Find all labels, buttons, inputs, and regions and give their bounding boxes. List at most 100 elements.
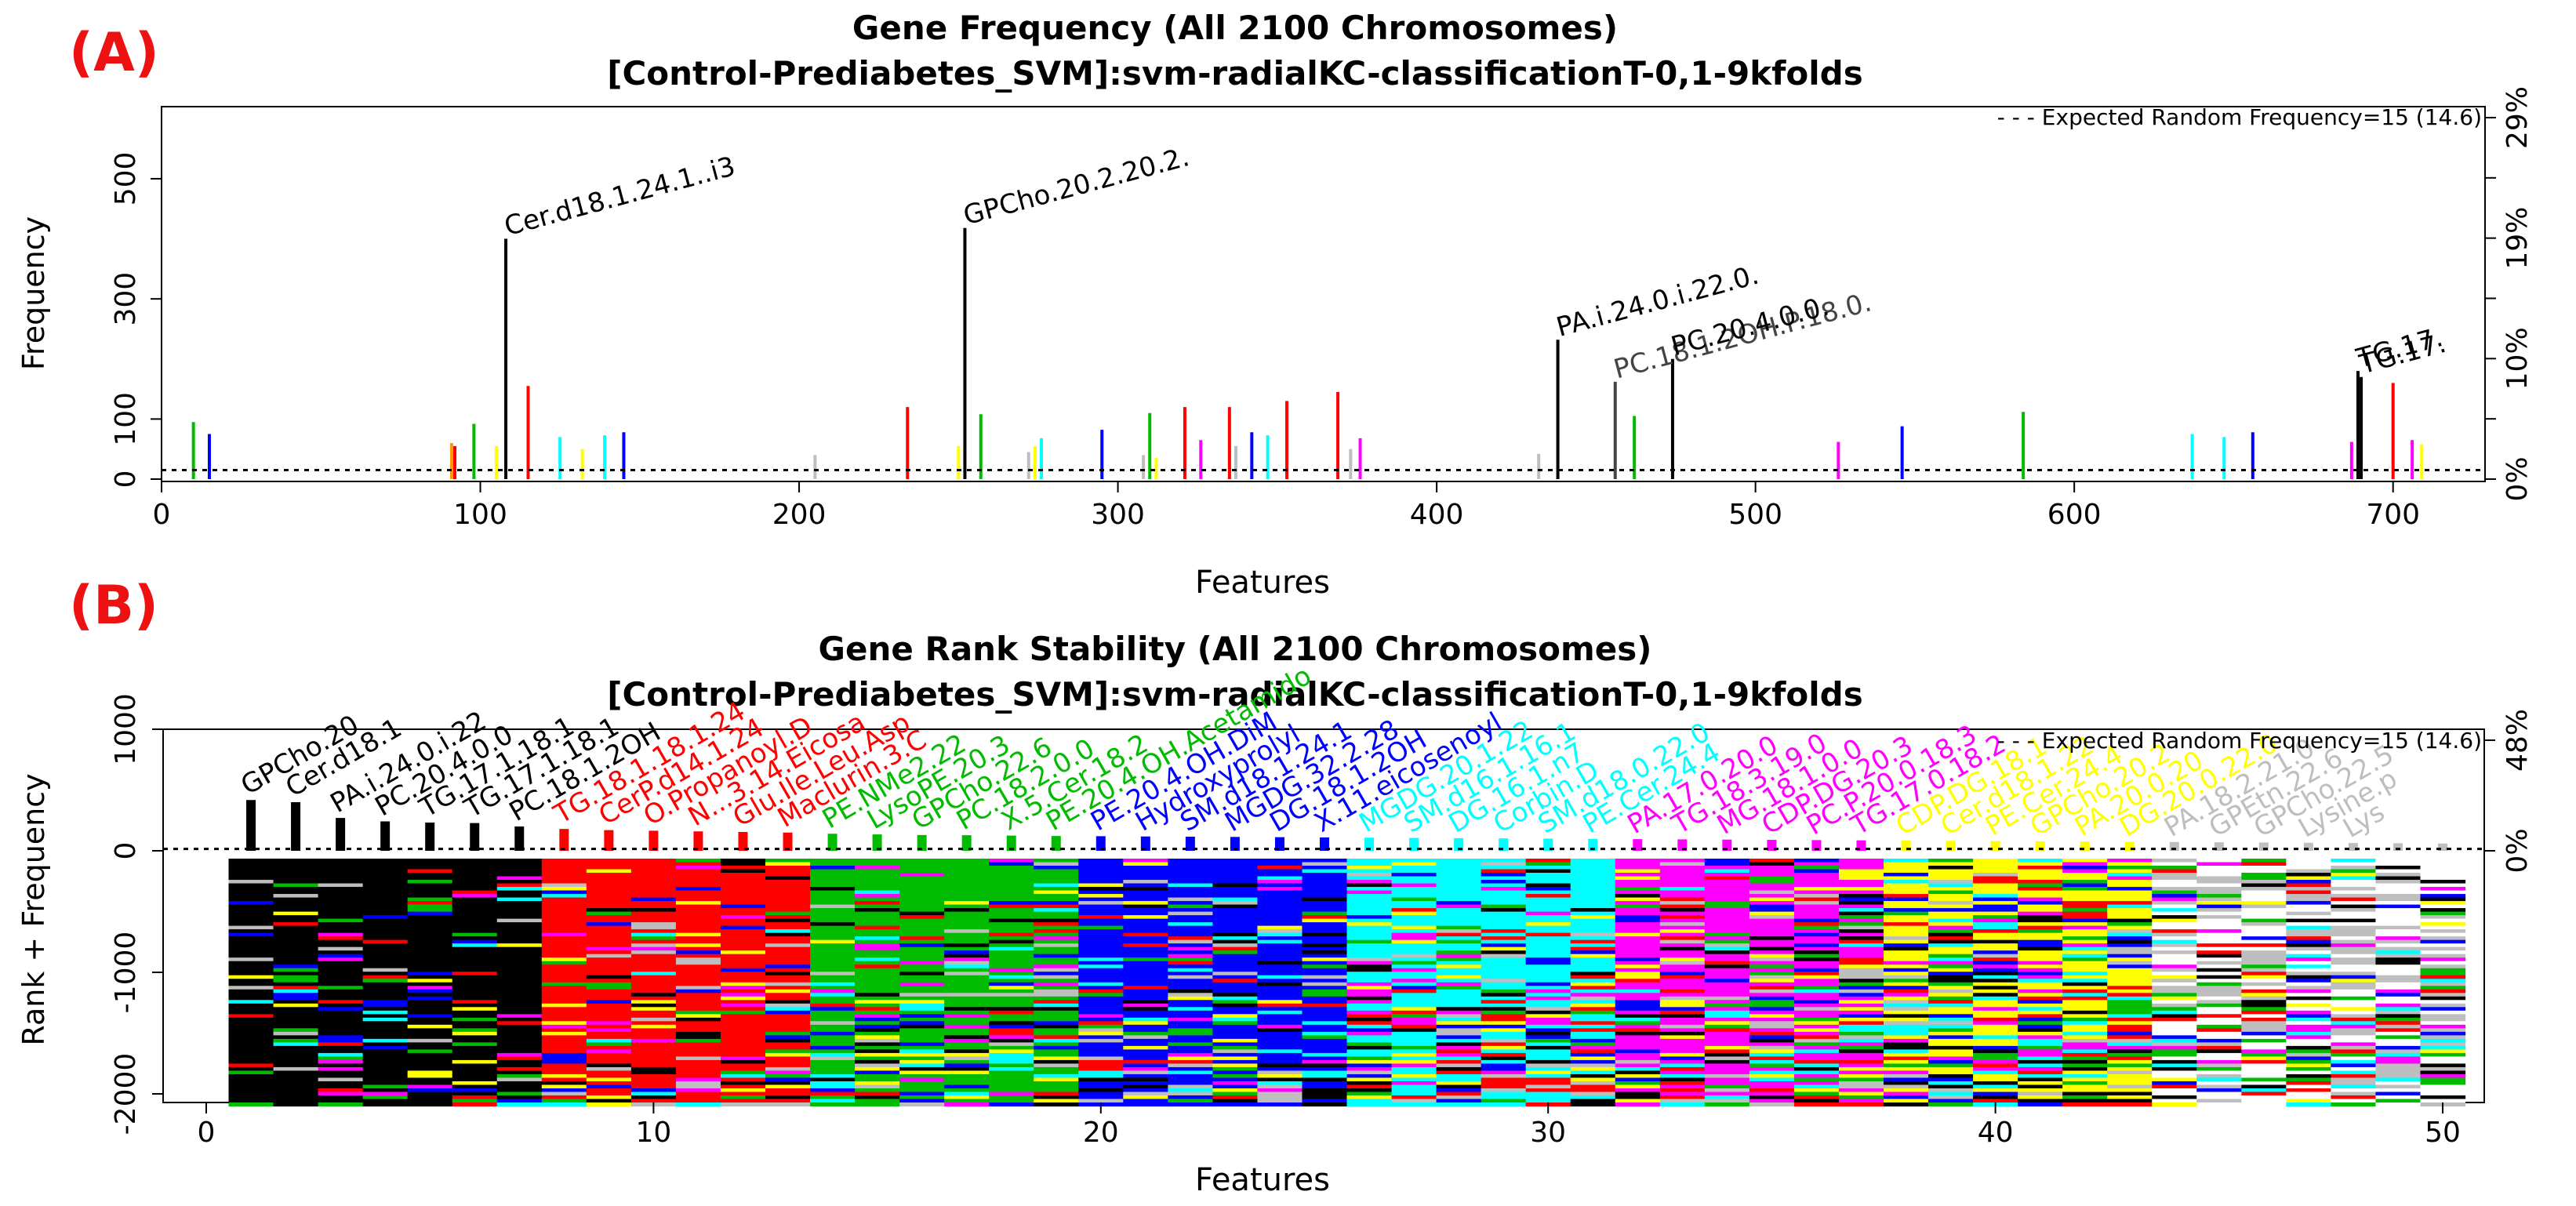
- heatmap-cell: [228, 1017, 274, 1022]
- heatmap-cell: [1570, 961, 1616, 965]
- heatmap-cell: [1928, 1007, 1974, 1012]
- heatmap-cell: [541, 1031, 587, 1036]
- heatmap-cell: [855, 1066, 900, 1072]
- heatmap-cell: [2062, 1056, 2108, 1061]
- heatmap-cell: [1659, 1049, 1706, 1054]
- heatmap-cell: [675, 989, 721, 993]
- heatmap-cell: [1123, 922, 1168, 927]
- heatmap-cell: [1391, 880, 1437, 885]
- heatmap-cell: [1212, 1042, 1259, 1047]
- heatmap-cell: [2420, 968, 2466, 972]
- heatmap-cell: [407, 1088, 453, 1093]
- heatmap-cell: [1123, 1052, 1168, 1057]
- heatmap-cell: [1615, 1014, 1661, 1019]
- heatmap-cell: [2241, 890, 2287, 895]
- heatmap-cell: [810, 1066, 856, 1072]
- heatmap-cell: [496, 1063, 543, 1068]
- heatmap-cell: [452, 986, 498, 990]
- heatmap-cell: [2331, 880, 2377, 885]
- heatmap-cell: [362, 968, 409, 972]
- heatmap-cell: [810, 901, 856, 906]
- heatmap-cell: [2107, 1045, 2153, 1050]
- heatmap-cell: [362, 996, 409, 1001]
- heatmap-cell: [630, 922, 677, 927]
- heatmap-cell: [1034, 1003, 1079, 1008]
- heatmap-cell: [2241, 859, 2287, 863]
- heatmap-cell: [1973, 862, 2018, 866]
- heatmap-cell: [1704, 996, 1750, 1001]
- heatmap-cell: [1615, 1045, 1661, 1050]
- heatmap-cell: [720, 961, 766, 965]
- heatmap-cell: [1749, 862, 1795, 866]
- heatmap-cell: [1212, 1081, 1259, 1086]
- heatmap-cell: [2196, 950, 2242, 955]
- heatmap-cell: [1302, 1056, 1348, 1061]
- heatmap-cell: [1749, 918, 1795, 923]
- heatmap-cell: [2196, 954, 2242, 958]
- heatmap-cell: [1436, 915, 1482, 920]
- heatmap-cell: [1346, 1092, 1393, 1096]
- heatmap-cell: [720, 1066, 766, 1072]
- heatmap-cell: [1615, 1007, 1661, 1012]
- heatmap-cell: [855, 946, 900, 951]
- heatmap-cell: [1481, 1042, 1527, 1047]
- heatmap-cell: [586, 866, 632, 870]
- heatmap-cell: [273, 946, 319, 951]
- heatmap-cell: [1838, 911, 1884, 916]
- heatmap-cell: [2152, 1003, 2197, 1008]
- heatmap-cell: [2286, 975, 2331, 979]
- heatmap-cell: [1257, 946, 1303, 951]
- heatmap-cell: [2107, 979, 2153, 983]
- heatmap-cell: [1123, 943, 1168, 948]
- heatmap-cell: [1793, 986, 1840, 990]
- heatmap-cell: [1436, 897, 1482, 902]
- heatmap-cell: [1078, 1059, 1124, 1065]
- heatmap-cell: [2152, 1035, 2197, 1040]
- heatmap-cell: [1525, 908, 1571, 913]
- heatmap-cell: [1257, 954, 1303, 958]
- heatmap-cell: [1659, 1099, 1706, 1103]
- heatmap-cell: [273, 1021, 319, 1026]
- heatmap-cell: [2331, 897, 2377, 902]
- heatmap-cell: [2286, 1049, 2331, 1054]
- heatmap-cell: [452, 866, 498, 870]
- heatmap-cell: [855, 1017, 900, 1022]
- heatmap-cell: [630, 961, 677, 965]
- heatmap-cell: [496, 1028, 543, 1033]
- heatmap-cell: [2152, 939, 2197, 944]
- heatmap-cell: [1436, 1042, 1482, 1047]
- heatmap-cell: [2152, 904, 2197, 909]
- heatmap-cell: [765, 1024, 811, 1029]
- heatmap-cell: [1257, 1003, 1303, 1008]
- heatmap-cell: [1391, 954, 1437, 958]
- heatmap-cell: [2152, 1021, 2197, 1026]
- heatmap-cell: [1481, 954, 1527, 958]
- heatmap-cell: [1436, 1024, 1482, 1029]
- heatmap-cell: [1704, 873, 1750, 877]
- heatmap-cell: [2241, 1010, 2287, 1015]
- heatmap-cell: [362, 1088, 409, 1093]
- heatmap-cell: [1525, 1049, 1571, 1054]
- heatmap-cell: [1257, 883, 1303, 888]
- heatmap-cell: [1212, 1084, 1259, 1089]
- heatmap-cell: [1749, 1045, 1795, 1050]
- heatmap-cell: [810, 943, 856, 948]
- heatmap-cell: [2375, 925, 2422, 930]
- heatmap-cell: [2375, 993, 2422, 997]
- heatmap-cell: [720, 918, 766, 923]
- heatmap-cell: [586, 1059, 632, 1065]
- heatmap-cell: [1525, 1017, 1571, 1022]
- heatmap-cell: [407, 1007, 453, 1012]
- heatmap-cell: [1123, 954, 1168, 958]
- heatmap-cell: [2107, 1102, 2153, 1107]
- heatmap-cell: [944, 908, 990, 913]
- heatmap-cell: [1436, 1095, 1482, 1100]
- heatmap-cell: [2375, 1038, 2422, 1043]
- heatmap-cell: [1884, 1028, 1929, 1033]
- heatmap-cell: [1436, 1003, 1482, 1008]
- heatmap-cell: [2196, 1059, 2242, 1065]
- heatmap-cell: [1212, 1063, 1259, 1068]
- heatmap-cell: [1793, 1035, 1840, 1040]
- heatmap-cell: [2196, 943, 2242, 948]
- heatmap-cell: [2241, 915, 2287, 920]
